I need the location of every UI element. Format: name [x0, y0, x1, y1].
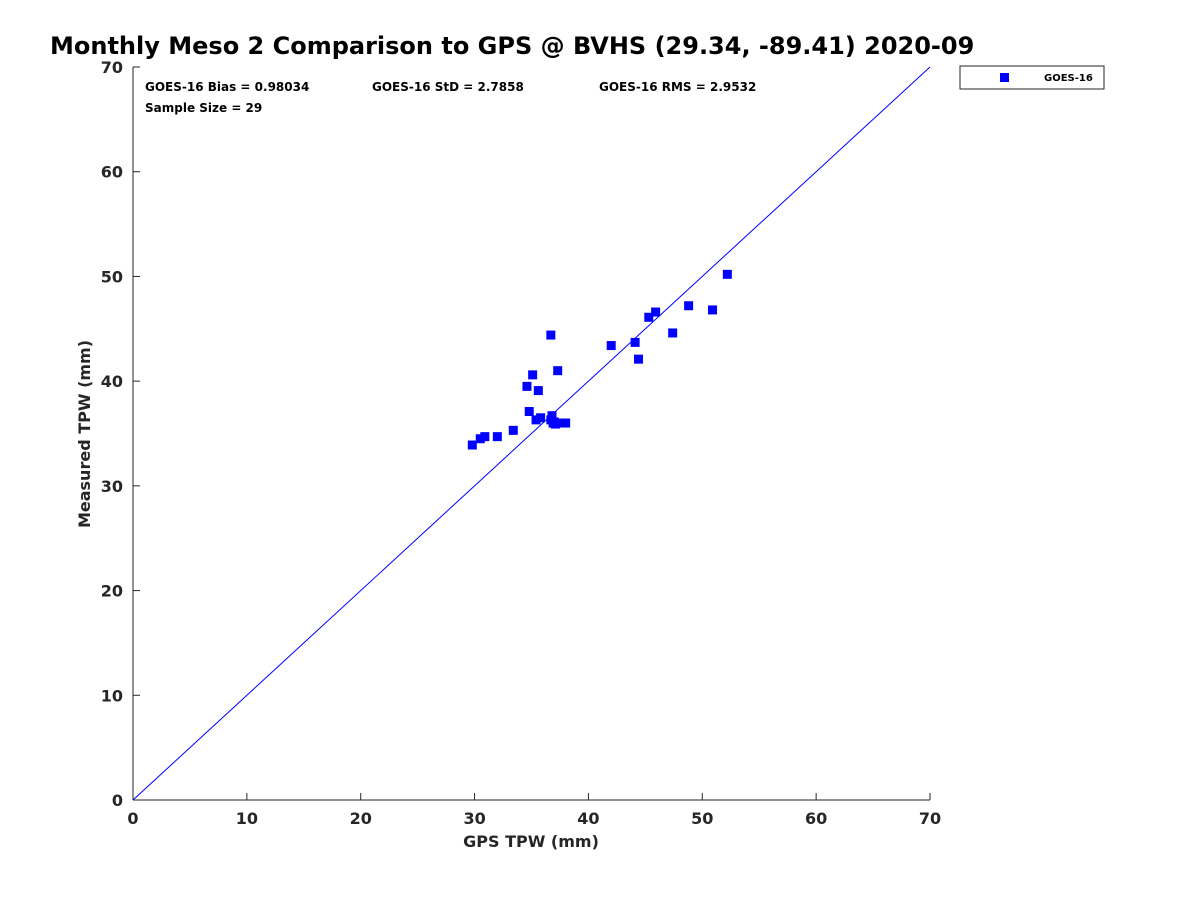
data-point: [492, 432, 502, 442]
data-point: [536, 413, 546, 423]
x-tick-label: 40: [577, 809, 599, 828]
data-point: [522, 381, 532, 391]
data-point: [508, 425, 518, 435]
x-tick-label: 60: [805, 809, 827, 828]
data-point: [708, 305, 718, 315]
data-point: [722, 269, 732, 279]
data-point: [630, 337, 640, 347]
data-point: [634, 354, 644, 364]
x-tick-label: 10: [236, 809, 258, 828]
plot-area: 0 10 20 30 40 50 60 70 0 10 20 30 40 50 60 70: [101, 58, 941, 828]
data-point: [606, 341, 616, 351]
x-tick-label: 30: [463, 809, 485, 828]
y-ticks: 0 10 20 30 40 50 60 70: [101, 58, 140, 810]
y-tick-label: 30: [101, 477, 123, 496]
data-point: [475, 434, 485, 444]
y-tick-label: 20: [101, 582, 123, 601]
data-point: [684, 301, 694, 311]
sample-size-annotation: Sample Size = 29: [145, 101, 262, 115]
data-point: [524, 407, 534, 417]
legend-marker-goes-16: [1000, 73, 1009, 82]
x-tick-label: 50: [691, 809, 713, 828]
y-tick-label: 60: [101, 163, 123, 182]
legend-label-goes-16: GOES-16: [1044, 73, 1093, 84]
y-tick-label: 10: [101, 686, 123, 705]
chart-title: Monthly Meso 2 Comparison to GPS @ BVHS …: [50, 32, 974, 60]
data-point: [467, 440, 477, 450]
legend: GOES-16: [959, 65, 1105, 90]
data-point: [644, 312, 654, 322]
y-axis-label: Measured TPW (mm): [75, 340, 94, 528]
data-point: [533, 386, 543, 396]
data-point: [480, 432, 490, 442]
y-tick-label: 40: [101, 372, 123, 391]
y-tick-label: 50: [101, 267, 123, 286]
x-ticks: 0 10 20 30 40 50 60 70: [127, 793, 941, 828]
y-tick-label: 0: [112, 791, 123, 810]
one-to-one-reference-line: [132, 66, 931, 801]
data-point: [548, 418, 558, 428]
data-point: [651, 307, 661, 317]
data-point: [553, 366, 563, 376]
y-tick-label: 70: [101, 58, 123, 77]
legend-box: [959, 65, 1105, 90]
data-point: [668, 328, 678, 338]
data-point: [528, 370, 538, 380]
x-tick-label: 0: [127, 809, 138, 828]
x-tick-label: 70: [919, 809, 941, 828]
data-point: [547, 411, 557, 421]
data-point: [546, 330, 556, 340]
std-annotation: GOES-16 StD = 2.7858: [372, 80, 524, 94]
data-point: [561, 418, 571, 428]
x-tick-label: 20: [350, 809, 372, 828]
data-point: [555, 418, 565, 428]
rms-annotation: GOES-16 RMS = 2.9532: [599, 80, 756, 94]
data-points: [467, 269, 732, 450]
x-axis-label: GPS TPW (mm): [463, 832, 599, 851]
bias-annotation: GOES-16 Bias = 0.98034: [145, 80, 309, 94]
data-point: [531, 415, 541, 425]
